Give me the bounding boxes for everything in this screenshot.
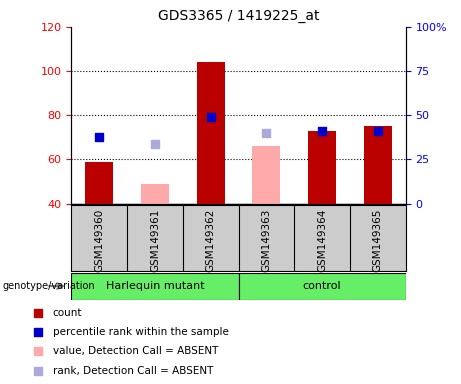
Bar bbox=[308, 131, 336, 204]
Bar bbox=[197, 62, 225, 204]
FancyBboxPatch shape bbox=[71, 273, 238, 300]
Text: value, Detection Call = ABSENT: value, Detection Call = ABSENT bbox=[53, 346, 218, 356]
Text: GSM149362: GSM149362 bbox=[206, 209, 216, 272]
Point bbox=[263, 130, 270, 136]
Text: GSM149365: GSM149365 bbox=[373, 209, 383, 272]
Text: percentile rank within the sample: percentile rank within the sample bbox=[53, 327, 229, 337]
Point bbox=[374, 127, 382, 134]
Bar bbox=[141, 184, 169, 204]
Text: GSM149364: GSM149364 bbox=[317, 209, 327, 272]
Text: GSM149361: GSM149361 bbox=[150, 209, 160, 272]
Bar bbox=[85, 162, 113, 204]
Point bbox=[95, 134, 103, 141]
Text: control: control bbox=[303, 281, 342, 291]
Point bbox=[151, 141, 159, 147]
Text: GSM149363: GSM149363 bbox=[261, 209, 272, 272]
Bar bbox=[364, 126, 392, 204]
Title: GDS3365 / 1419225_at: GDS3365 / 1419225_at bbox=[158, 9, 319, 23]
Text: rank, Detection Call = ABSENT: rank, Detection Call = ABSENT bbox=[53, 366, 213, 376]
Point bbox=[207, 114, 214, 121]
Point bbox=[366, 77, 374, 83]
Text: count: count bbox=[53, 308, 82, 318]
Point bbox=[366, 252, 374, 258]
Text: GSM149360: GSM149360 bbox=[95, 209, 104, 272]
Text: Harlequin mutant: Harlequin mutant bbox=[106, 281, 204, 291]
Bar bbox=[253, 146, 280, 204]
Point bbox=[319, 127, 326, 134]
Text: genotype/variation: genotype/variation bbox=[2, 281, 95, 291]
FancyBboxPatch shape bbox=[238, 273, 406, 300]
